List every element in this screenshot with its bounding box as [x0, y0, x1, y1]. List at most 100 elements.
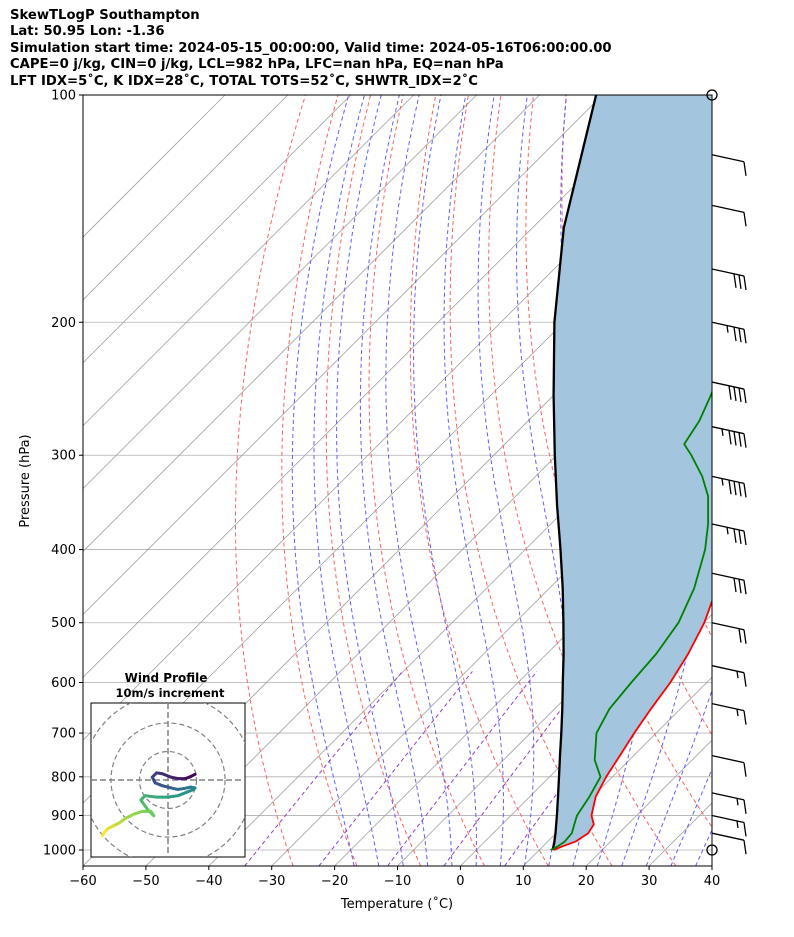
- dry-adiabat: [525, 95, 712, 829]
- dry-adiabat: [409, 95, 549, 866]
- barb-full-flag: [738, 482, 742, 497]
- wind-barb: [711, 426, 747, 448]
- moist-adiabat: [359, 95, 429, 866]
- isotherm: [83, 95, 289, 301]
- cape-cin-fill: [552, 95, 712, 850]
- x-tick-label: 30: [641, 874, 658, 889]
- calm-wind-circle: [706, 844, 718, 856]
- dewpoint-line: [550, 389, 712, 851]
- parcel-profile-line: [551, 95, 598, 851]
- wind-barbs: [706, 89, 747, 856]
- x-tick-label: −20: [321, 874, 348, 889]
- barb-full-flag: [743, 799, 747, 814]
- wind-barb: [711, 268, 747, 291]
- y-axis-label: Pressure (hPa): [18, 434, 33, 527]
- barb-shaft: [711, 665, 745, 674]
- wind-barb: [711, 703, 747, 725]
- barb-full-flag: [743, 762, 747, 777]
- moist-adiabat: [477, 95, 535, 866]
- wind-barb: [711, 381, 747, 404]
- y-tick-label: 200: [51, 316, 76, 331]
- temperature-line: [553, 598, 712, 851]
- moist-adiabat: [313, 95, 380, 866]
- barb-shaft: [711, 426, 745, 435]
- hodograph-trace-segment: [166, 794, 180, 799]
- dry-adiabat: [449, 95, 613, 866]
- barb-full-flag: [733, 326, 737, 342]
- barb-full-flag: [733, 273, 737, 288]
- wind-barb: [711, 572, 747, 595]
- barb-full-flag: [738, 529, 742, 544]
- y-tick-label: 400: [51, 543, 76, 558]
- barb-full-flag: [743, 530, 747, 546]
- barb-full-flag: [728, 480, 732, 495]
- moist-adiabat: [413, 95, 477, 866]
- barb-shaft: [711, 832, 745, 841]
- barb-full-flag: [738, 432, 742, 447]
- dry-adiabat: [762, 95, 794, 866]
- x-tick-label: 40: [704, 874, 721, 889]
- barb-half-flag: [721, 428, 724, 436]
- barb-full-flag: [743, 212, 747, 227]
- dry-adiabat: [368, 95, 485, 866]
- barb-full-flag: [728, 385, 732, 400]
- wind-barb: [711, 622, 747, 644]
- y-tick-label: 1000: [43, 844, 76, 859]
- barb-full-flag: [743, 388, 747, 404]
- chart-header: SkewTLogP Southampton Lat: 50.95 Lon: -1…: [10, 8, 612, 90]
- barb-full-flag: [743, 822, 747, 837]
- hodograph-trace-segment: [123, 812, 136, 820]
- x-tick-label: −40: [195, 874, 222, 889]
- wind-barb: [711, 523, 747, 546]
- moist-adiabat: [291, 95, 355, 866]
- barb-shaft: [711, 204, 745, 213]
- x-tick-label: 20: [578, 874, 595, 889]
- barb-full-flag: [738, 328, 742, 343]
- cin-area: [552, 95, 712, 850]
- barb-shaft: [711, 622, 745, 631]
- wind-barb: [711, 755, 747, 777]
- moist-adiabat: [670, 767, 712, 866]
- barb-full-flag: [738, 274, 742, 289]
- barb-full-flag: [743, 580, 747, 595]
- wind-barb: [711, 475, 747, 498]
- calm-wind-circle: [706, 89, 718, 101]
- hodograph-trace-segment: [132, 809, 144, 816]
- x-axis-label: Temperature (˚C): [340, 896, 453, 912]
- isotherm: [83, 95, 414, 427]
- barb-full-flag: [743, 710, 747, 725]
- wind-barb: [711, 321, 747, 344]
- isotherm: [83, 95, 666, 678]
- stability-indices: LFT IDX=5˚C, K IDX=28˚C, TOTAL TOTS=52˚C…: [10, 73, 478, 89]
- moist-adiabat: [443, 95, 504, 866]
- barb-half-flag: [736, 671, 739, 679]
- barb-half-flag: [721, 478, 724, 486]
- barb-full-flag: [733, 481, 737, 496]
- barb-full-flag: [728, 430, 732, 445]
- barb-full-flag: [743, 161, 747, 176]
- barb-shaft: [711, 755, 745, 764]
- barb-full-flag: [738, 628, 742, 643]
- barb-full-flag: [733, 386, 737, 401]
- station-coordinates: Lat: 50.95 Lon: -1.36: [10, 24, 165, 40]
- barb-full-flag: [733, 528, 737, 543]
- cape-cin-levels: CAPE=0 j/kg, CIN=0 j/kg, LCL=982 hPa, LF…: [10, 57, 504, 73]
- barb-full-flag: [743, 329, 747, 344]
- x-tick-label: −10: [384, 874, 411, 889]
- wind-barb: [711, 792, 747, 814]
- barb-shaft: [711, 268, 745, 277]
- barb-shaft: [711, 703, 745, 712]
- x-tick-label: 10: [515, 874, 532, 889]
- barb-half-flag: [726, 527, 729, 535]
- hodograph-title: Wind Profile: [125, 671, 208, 685]
- barb-full-flag: [743, 433, 747, 448]
- barb-half-flag: [736, 709, 739, 717]
- barb-half-flag: [736, 820, 739, 829]
- barb-full-flag: [738, 387, 742, 403]
- moist-adiabat: [336, 95, 404, 866]
- y-tick-label: 100: [51, 89, 76, 104]
- barb-shaft: [711, 154, 745, 163]
- y-tick-label: 900: [51, 809, 76, 824]
